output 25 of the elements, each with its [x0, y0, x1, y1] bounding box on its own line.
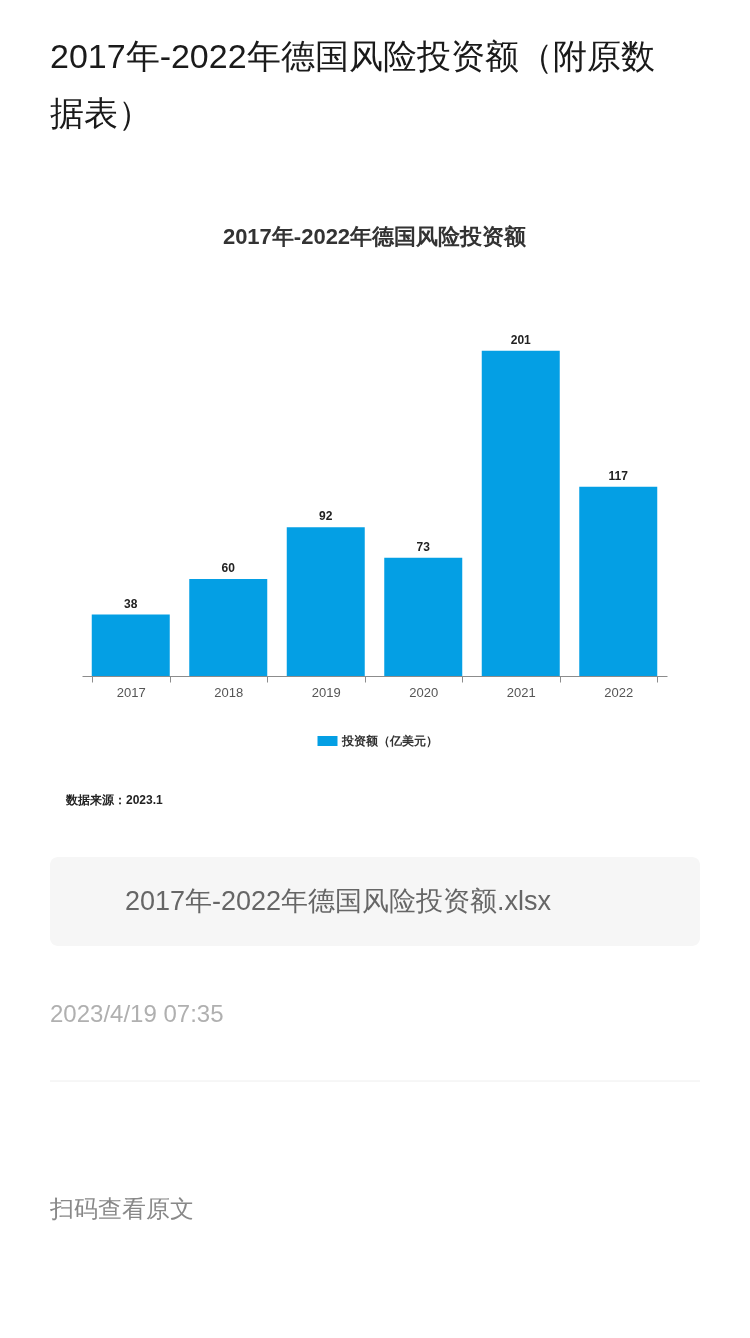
- data-label: 201: [510, 332, 532, 347]
- data-label: 117: [608, 468, 629, 483]
- legend-label: 投资额（亿美元）: [340, 734, 438, 748]
- bar: [579, 486, 658, 676]
- x-tick-label: 2021: [506, 684, 536, 700]
- x-tick-label: 2018: [214, 684, 244, 700]
- x-tick-label: 2019: [311, 684, 341, 700]
- x-tick-label: 2017: [116, 684, 146, 700]
- data-label: 92: [319, 509, 333, 524]
- chart-title: 2017年-2022年德国风险投资额（附原数据表）: [50, 37, 655, 132]
- bar: [384, 557, 463, 676]
- text: 扫码查看原文: [49, 1195, 194, 1222]
- text: 2017年-2022年德国风险投资额.xlsx: [125, 886, 552, 916]
- bar: [481, 350, 560, 676]
- source-note: 数据来源：2023.1: [65, 793, 164, 807]
- bar: [286, 527, 365, 676]
- data-label: 38: [124, 596, 138, 611]
- chart-subtitle: 2017年-2022年德国风险投资额: [222, 224, 528, 249]
- x-tick-label: 2022: [604, 684, 634, 700]
- data-label: 60: [221, 560, 236, 575]
- data-label: 73: [416, 539, 431, 554]
- x-tick-label: 2020: [409, 684, 439, 700]
- bar: [189, 578, 268, 676]
- text: 2023/4/19 07:35: [50, 1000, 224, 1027]
- bar: [91, 614, 170, 676]
